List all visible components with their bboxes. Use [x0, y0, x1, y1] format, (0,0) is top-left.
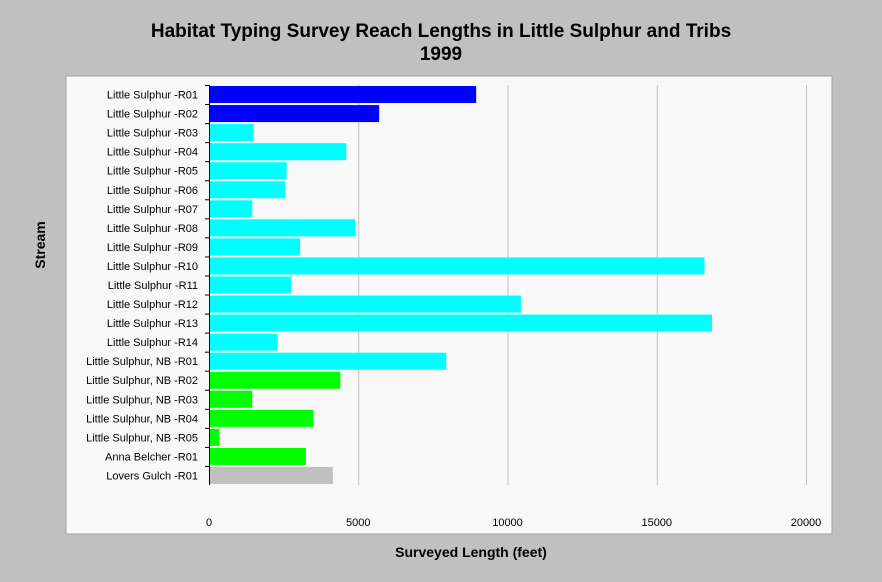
y-tick-label-2: Little Sulphur -R02	[107, 109, 198, 121]
y-tick-label-10: Little Sulphur -R10	[107, 261, 198, 273]
bar-1	[209, 86, 477, 104]
bar-3	[209, 124, 254, 142]
bar-14	[209, 333, 278, 351]
bar-4	[209, 143, 347, 161]
y-tick-label-12: Little Sulphur -R12	[107, 299, 198, 311]
y-tick-label-19: Little Sulphur, NB -R05	[86, 432, 198, 444]
chart-title: Habitat Typing Survey Reach Lengths in L…	[0, 20, 882, 66]
x-tick-label-1: 5000	[346, 517, 370, 529]
bar-20	[209, 447, 307, 465]
y-tick-label-7: Little Sulphur -R07	[107, 204, 198, 216]
bar-13	[209, 314, 712, 332]
chart-title-line-2: 1999	[419, 44, 463, 65]
y-tick-label-17: Little Sulphur, NB -R03	[86, 394, 198, 406]
y-tick-label-9: Little Sulphur -R09	[107, 242, 198, 254]
y-tick-label-13: Little Sulphur -R13	[107, 318, 198, 330]
y-tick-label-6: Little Sulphur -R06	[107, 185, 198, 197]
bar-7	[209, 200, 253, 218]
bar-16	[209, 371, 341, 389]
y-tick-label-3: Little Sulphur -R03	[107, 128, 198, 140]
y-tick-label-11: Little Sulphur -R11	[108, 280, 198, 292]
bar-21	[209, 466, 333, 484]
bar-15	[209, 352, 447, 370]
bar-6	[209, 181, 286, 199]
chart-title-line-1: Habitat Typing Survey Reach Lengths in L…	[150, 21, 732, 42]
bar-11	[209, 276, 292, 294]
y-tick-label-18: Little Sulphur, NB -R04	[86, 413, 198, 425]
y-tick-label-21: Lovers Gulch -R01	[106, 470, 198, 482]
y-tick-label-15: Little Sulphur, NB -R01	[86, 356, 198, 368]
bar-12	[209, 295, 521, 313]
x-axis-label: Surveyed Length (feet)	[395, 544, 547, 560]
y-tick-label-4: Little Sulphur -R04	[107, 147, 198, 159]
bar-8	[209, 219, 356, 237]
x-tick-label-4: 20000	[791, 517, 822, 529]
bar-17	[209, 390, 253, 408]
bar-19	[209, 428, 220, 446]
x-tick-label-3: 15000	[641, 517, 672, 529]
bar-5	[209, 162, 287, 180]
x-tick-label-0: 0	[206, 517, 212, 529]
x-tick-label-2: 10000	[492, 517, 523, 529]
y-tick-label-1: Little Sulphur -R01	[107, 90, 198, 102]
bar-18	[209, 409, 314, 427]
y-tick-label-16: Little Sulphur, NB -R02	[86, 375, 198, 387]
y-tick-label-20: Anna Belcher -R01	[105, 451, 198, 463]
y-tick-label-5: Little Sulphur -R05	[107, 166, 198, 178]
y-tick-label-14: Little Sulphur -R14	[107, 337, 198, 349]
bar-10	[209, 257, 705, 275]
bar-2	[209, 105, 380, 123]
y-tick-label-8: Little Sulphur -R08	[107, 223, 198, 235]
bar-9	[209, 238, 301, 256]
